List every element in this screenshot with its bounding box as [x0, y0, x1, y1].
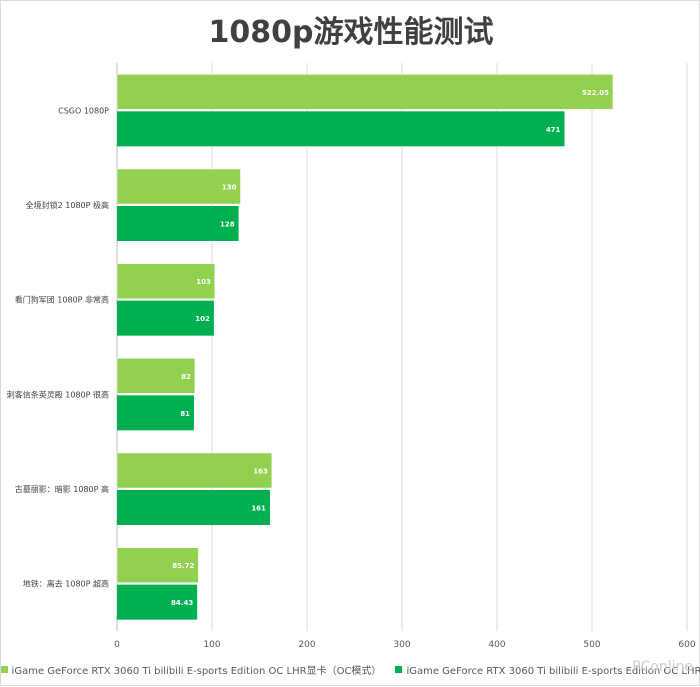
chart-title: 1080p游戏性能测试: [208, 15, 494, 50]
category-label: 全境封锁2 1080P 极高: [26, 200, 109, 210]
bar: [116, 263, 216, 299]
bar: [117, 395, 194, 431]
category-label: 地铁：离去 1080P 超高: [23, 579, 109, 589]
chart-legend: iGame GeForce RTX 3060 Ti bilibili E-spo…: [0, 662, 700, 677]
watermark-logo: PConline: [632, 659, 693, 675]
data-label: 84.43: [171, 599, 193, 607]
data-label: 103: [196, 278, 211, 286]
legend-swatch-oc: [0, 666, 8, 673]
category-label: 刺客信条英灵殿 1080P 很高: [7, 389, 109, 399]
data-label: 471: [546, 126, 561, 134]
category-label: 古墓丽影：暗影 1080P 高: [15, 484, 109, 494]
legend-item-default: iGame GeForce RTX 3060 Ti bilibili E-spo…: [395, 662, 700, 677]
x-tick-label: 300: [393, 640, 410, 650]
data-label: 82: [181, 373, 191, 381]
data-label: 130: [222, 184, 237, 192]
x-tick-label: 500: [583, 640, 600, 650]
legend-item-oc: iGame GeForce RTX 3060 Ti bilibili E-spo…: [0, 662, 382, 677]
bar: [117, 111, 565, 147]
data-label: 163: [253, 468, 268, 476]
x-tick-label: 100: [203, 640, 220, 650]
data-label: 81: [180, 410, 190, 418]
data-label: 128: [220, 221, 235, 229]
x-tick-label: 600: [678, 640, 695, 650]
bar: [117, 584, 198, 620]
bar: [116, 452, 273, 489]
x-tick-label: 0: [114, 640, 120, 650]
bar: [116, 74, 614, 110]
data-label: 85.72: [172, 562, 194, 570]
category-label: 看门狗军团 1080P 非常高: [15, 295, 109, 305]
x-tick-label: 400: [488, 640, 505, 650]
legend-swatch-default: [395, 666, 403, 673]
bar: [116, 358, 196, 394]
category-label: CSGO 1080P: [58, 106, 109, 115]
data-label: 161: [251, 505, 266, 513]
legend-label-default: iGame GeForce RTX 3060 Ti bilibili E-spo…: [406, 666, 700, 677]
legend-label-oc: iGame GeForce RTX 3060 Ti bilibili E-spo…: [11, 666, 382, 677]
data-label: 102: [195, 315, 210, 323]
bar: [117, 206, 239, 241]
bar: [117, 490, 270, 525]
bar: [116, 168, 241, 205]
x-tick-label: 200: [298, 640, 315, 650]
bar: [116, 547, 199, 583]
bar: [117, 300, 214, 336]
data-label: 522.05: [582, 89, 609, 97]
